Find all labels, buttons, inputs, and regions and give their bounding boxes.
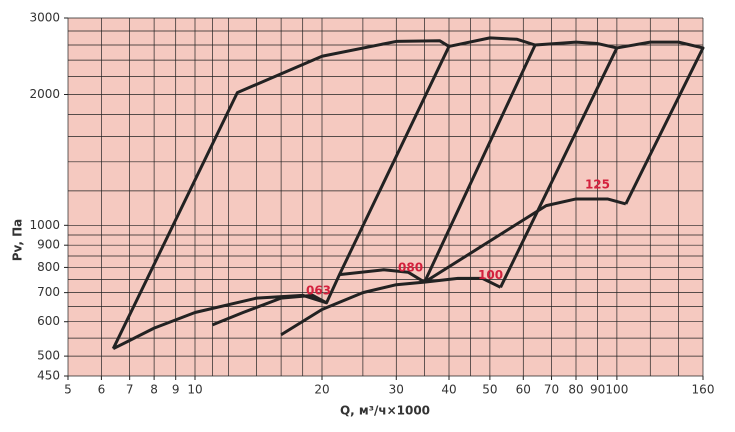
x-tick-label: 20: [314, 383, 329, 397]
x-tick-label: 5: [64, 383, 72, 397]
series-label: 080: [398, 261, 423, 275]
y-tick-label: 1000: [29, 218, 60, 232]
x-tick-label: 7: [126, 383, 134, 397]
fan-curve: [280, 280, 425, 337]
fan-curve: [616, 40, 705, 205]
x-tick-label: 30: [389, 383, 404, 397]
y-tick-label: 600: [37, 314, 60, 328]
y-tick-label: 450: [37, 369, 60, 383]
series-label: 063: [306, 283, 331, 297]
y-tick-label: 900: [37, 238, 60, 252]
y-axis-title: Pv, Па: [11, 219, 25, 262]
fan-curve: [339, 268, 426, 284]
x-tick-label: 80: [568, 383, 583, 397]
x-tick-label: 6: [98, 383, 106, 397]
y-tick-label: 2000: [29, 87, 60, 101]
fan-curve: [211, 293, 328, 327]
y-tick-label: 700: [37, 285, 60, 299]
x-axis-title: Q, м³/ч×1000: [340, 404, 430, 418]
x-tick-label: 10: [187, 383, 202, 397]
y-tick-label: 3000: [29, 11, 60, 25]
x-tick-label: 9: [172, 383, 180, 397]
x-tick-label: 40: [441, 383, 456, 397]
x-tick-label: 50: [482, 383, 497, 397]
fan-curve: [423, 197, 627, 284]
fan-curve: [499, 40, 619, 288]
fan-curve: [423, 36, 537, 283]
x-tick-label: 8: [150, 383, 158, 397]
x-tick-label: 100: [605, 383, 628, 397]
x-tick-label: 90: [590, 383, 605, 397]
y-tick-label: 800: [37, 260, 60, 274]
y-tick-label: 500: [37, 349, 60, 363]
x-tick-label: 70: [544, 383, 559, 397]
series-label: 125: [585, 177, 610, 191]
x-tick-label: 160: [692, 383, 715, 397]
series-label: 100: [478, 268, 503, 282]
plot-background: [68, 18, 703, 376]
fan-curve: [424, 276, 502, 289]
x-tick-label: 60: [516, 383, 531, 397]
